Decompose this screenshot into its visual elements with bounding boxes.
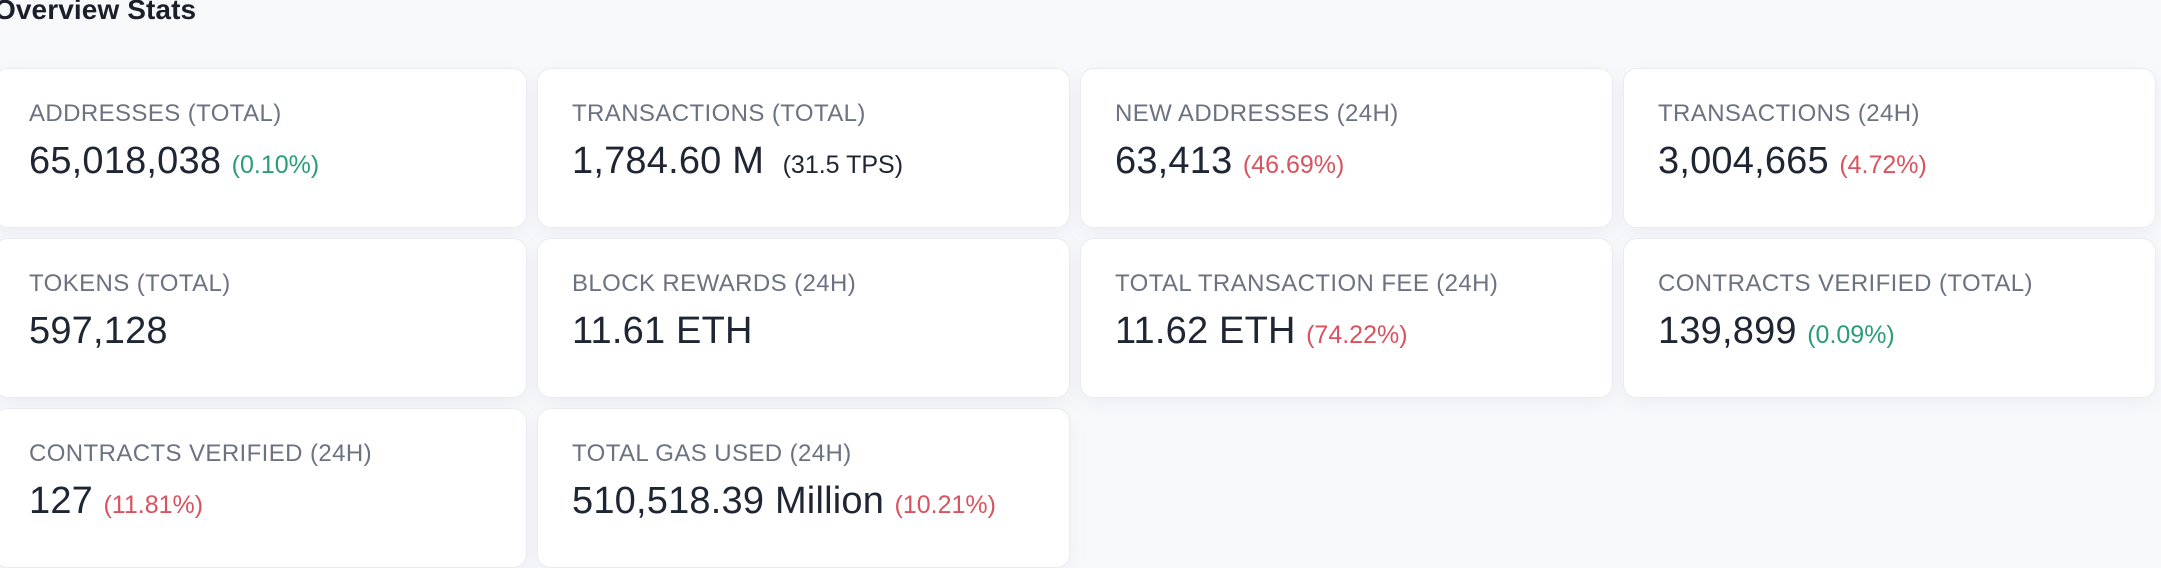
stat-card-transactions-24h: TRANSACTIONS (24H) 3,004,665 (4.72%): [1623, 68, 2156, 228]
stat-label: ADDRESSES (TOTAL): [29, 100, 282, 127]
stat-label: BLOCK REWARDS (24H): [572, 270, 857, 297]
stat-card-block-rewards-24h: BLOCK REWARDS (24H) 11.61 ETH: [537, 238, 1070, 398]
stat-value-row: 597,128: [29, 309, 526, 361]
stat-card-transactions-total: TRANSACTIONS (TOTAL) 1,784.60 M (31.5 TP…: [537, 68, 1070, 228]
stat-value-row: 510,518.39 Million (10.21%): [572, 479, 1069, 531]
section-title: Overview Stats: [0, 0, 197, 25]
stat-card-contracts-verified-24h: CONTRACTS VERIFIED (24H) 127 (11.81%): [0, 408, 527, 568]
stat-change: (0.10%): [231, 151, 320, 179]
stat-label: TOTAL TRANSACTION FEE (24H): [1115, 270, 1499, 297]
stat-change: (0.09%): [1807, 321, 1895, 349]
stat-change: (11.81%): [103, 491, 204, 519]
stat-card-total-gas-used-24h: TOTAL GAS USED (24H) 510,518.39 Million …: [537, 408, 1070, 568]
stat-label: TOKENS (TOTAL): [29, 270, 231, 297]
stat-card-contracts-verified-total: CONTRACTS VERIFIED (TOTAL) 139,899 (0.09…: [1623, 238, 2156, 398]
stat-value-row: 63,413 (46.69%): [1115, 139, 1612, 191]
stat-label: NEW ADDRESSES (24H): [1115, 100, 1399, 127]
stat-value: 139,899: [1658, 310, 1797, 352]
stat-value-row: 11.61 ETH: [572, 309, 1069, 361]
stat-label: TRANSACTIONS (TOTAL): [572, 100, 866, 127]
stat-label: CONTRACTS VERIFIED (TOTAL): [1658, 270, 2033, 297]
stat-value: 127: [29, 480, 94, 522]
stat-value: 597,128: [29, 310, 168, 352]
stat-card-new-addresses-24h: NEW ADDRESSES (24H) 63,413 (46.69%): [1080, 68, 1613, 228]
stat-tps: (31.5 TPS): [782, 151, 904, 179]
stat-value: 1,784.60 M: [572, 140, 765, 182]
stat-label: CONTRACTS VERIFIED (24H): [29, 440, 372, 467]
stat-value-row: 1,784.60 M (31.5 TPS): [572, 139, 1069, 191]
stat-card-tokens-total: TOKENS (TOTAL) 597,128: [0, 238, 527, 398]
stat-value: 11.61 ETH: [572, 310, 753, 352]
stat-value: 11.62 ETH: [1115, 310, 1296, 352]
stat-card-total-transaction-fee-24h: TOTAL TRANSACTION FEE (24H) 11.62 ETH (7…: [1080, 238, 1613, 398]
stat-value: 65,018,038: [29, 140, 222, 182]
stat-card-addresses-total: ADDRESSES (TOTAL) 65,018,038 (0.10%): [0, 68, 527, 228]
stat-value: 510,518.39 Million: [572, 480, 885, 522]
stat-value-row: 139,899 (0.09%): [1658, 309, 2155, 361]
stat-label: TRANSACTIONS (24H): [1658, 100, 1920, 127]
stat-value-row: 127 (11.81%): [29, 479, 526, 531]
stat-label: TOTAL GAS USED (24H): [572, 440, 852, 467]
stats-grid: ADDRESSES (TOTAL) 65,018,038 (0.10%) TRA…: [0, 68, 2156, 568]
stat-value-row: 65,018,038 (0.10%): [29, 139, 526, 191]
stat-value-row: 3,004,665 (4.72%): [1658, 139, 2155, 191]
stat-change: (46.69%): [1242, 151, 1345, 179]
stat-value-row: 11.62 ETH (74.22%): [1115, 309, 1612, 361]
stat-change: (4.72%): [1839, 151, 1927, 179]
stat-value: 63,413: [1115, 140, 1233, 182]
stat-value: 3,004,665: [1658, 140, 1829, 182]
stat-change: (74.22%): [1306, 321, 1408, 349]
stat-change: (10.21%): [894, 491, 996, 519]
